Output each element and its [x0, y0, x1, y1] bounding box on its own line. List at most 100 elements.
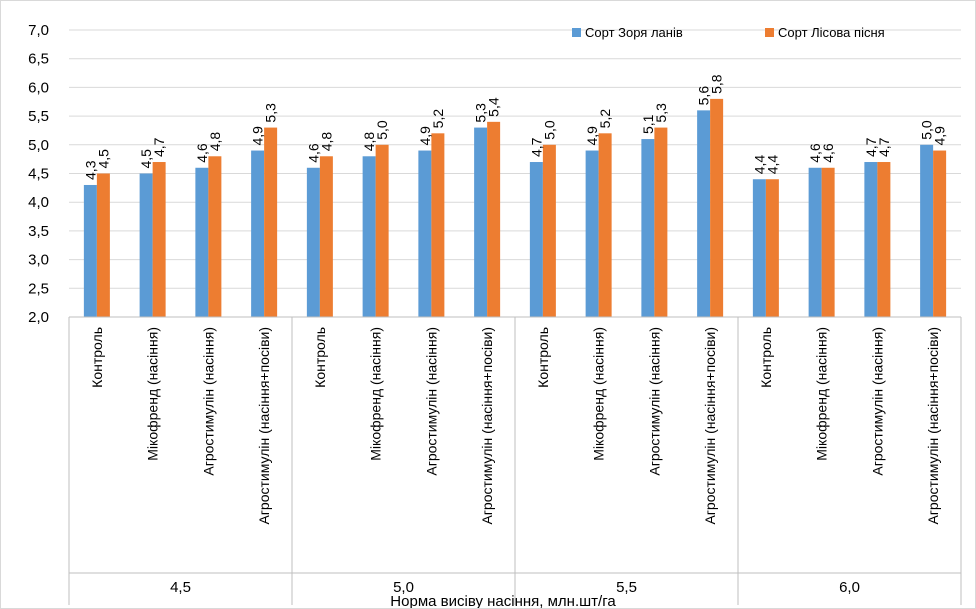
- data-label: 4,7: [876, 137, 892, 157]
- bar: [195, 167, 209, 317]
- bar: [319, 156, 333, 317]
- legend: Сорт Зоря ланів Сорт Лісова пісня: [572, 25, 885, 40]
- x-category-label: Агростимулін (насіння+посіви): [479, 327, 495, 525]
- x-category-label: Мікофренд (насіння): [145, 327, 161, 461]
- data-label: 4,6: [305, 143, 321, 163]
- x-category-label: Мікофренд (насіння): [591, 327, 607, 461]
- x-category-label: Мікофренд (насіння): [368, 327, 384, 461]
- bar: [864, 162, 878, 317]
- bar: [765, 179, 779, 317]
- bar: [431, 133, 445, 317]
- x-category-label: Контроль: [535, 327, 551, 388]
- y-tick-label: 5,5: [28, 108, 49, 125]
- x-category-label: Агростимулін (насіння): [200, 327, 216, 476]
- data-label: 4,8: [207, 132, 223, 152]
- data-label: 5,4: [486, 97, 502, 117]
- y-tick-label: 2,0: [28, 309, 49, 326]
- data-label: 4,5: [138, 149, 154, 169]
- bar: [474, 127, 488, 317]
- y-tick-label: 4,5: [28, 166, 49, 183]
- data-label: 4,9: [932, 126, 948, 146]
- x-category-label: Агростимулін (насіння+посіви): [256, 327, 272, 525]
- data-label: 4,9: [417, 126, 433, 146]
- data-label: 4,6: [194, 143, 210, 163]
- data-label: 5,3: [473, 103, 489, 123]
- data-label: 4,9: [250, 126, 266, 146]
- data-label: 5,6: [696, 86, 712, 106]
- data-label: 5,2: [430, 109, 446, 129]
- bar: [139, 173, 153, 317]
- bar: [418, 150, 432, 317]
- bar: [598, 133, 612, 317]
- x-group-label: 5,5: [616, 579, 637, 596]
- bar: [487, 121, 501, 317]
- bar: [697, 110, 711, 317]
- x-axis: Контроль Мікофренд (насіння) Агростимулін …: [68, 316, 962, 605]
- data-label: 5,1: [640, 114, 656, 134]
- bar: [585, 150, 599, 317]
- bar: [933, 150, 947, 317]
- data-label: 4,8: [318, 132, 334, 152]
- x-category-label: Контроль: [89, 327, 105, 388]
- x-category-label: Агростимулін (насіння): [423, 327, 439, 476]
- x-category-label: Контроль: [758, 327, 774, 388]
- y-tick-label: 3,0: [28, 252, 49, 269]
- data-label: 5,0: [374, 120, 390, 140]
- data-label: 4,8: [361, 132, 377, 152]
- x-group-label: 4,5: [170, 579, 191, 596]
- data-label: 4,9: [584, 126, 600, 146]
- x-category-label: Мікофренд (насіння): [814, 327, 830, 461]
- bar: [641, 139, 655, 317]
- x-category-label: Агростимулін (насіння): [869, 327, 885, 476]
- data-label: 5,2: [597, 109, 613, 129]
- y-tick-label: 3,5: [28, 223, 49, 240]
- bar: [821, 167, 835, 317]
- data-label: 4,7: [528, 137, 544, 157]
- bar: [752, 179, 766, 317]
- bar: [375, 144, 389, 317]
- x-axis-title: Норма висіву насіння, млн.шт/га: [390, 593, 616, 608]
- data-label: 4,7: [863, 137, 879, 157]
- bar: [920, 144, 934, 317]
- y-tick-label: 6,5: [28, 51, 49, 68]
- bar: [877, 162, 891, 317]
- x-category-label: Агростимулін (насіння+посіви): [925, 327, 941, 525]
- bar: [306, 167, 320, 317]
- data-label: 5,3: [263, 103, 279, 123]
- bars: [83, 98, 947, 317]
- data-label: 4,4: [751, 155, 767, 175]
- bar: [264, 127, 278, 317]
- data-label: 4,6: [807, 143, 823, 163]
- bar: [529, 162, 543, 317]
- bar: [542, 144, 556, 317]
- bar: [654, 127, 668, 317]
- y-tick-label: 2,5: [28, 280, 49, 297]
- legend-label: Сорт Зоря ланів: [585, 25, 683, 40]
- data-label: 4,6: [820, 143, 836, 163]
- bar: [208, 156, 222, 317]
- bar: [808, 167, 822, 317]
- bar: [152, 162, 166, 317]
- y-tick-label: 7,0: [28, 22, 49, 39]
- data-label: 5,0: [541, 120, 557, 140]
- x-category-label: Контроль: [312, 327, 328, 388]
- y-tick-label: 6,0: [28, 79, 49, 96]
- data-label: 4,7: [151, 137, 167, 157]
- data-label: 5,8: [709, 74, 725, 94]
- x-group-label: 6,0: [839, 579, 860, 596]
- x-category-label: Агростимулін (насіння+посіви): [702, 327, 718, 525]
- y-axis: 2,0 2,5 3,0 3,5 4,0 4,5 5,0 5,5 6,0 6,5 7,0: [28, 22, 49, 326]
- bar: [362, 156, 376, 317]
- data-labels: 4,34,5 4,64,94,64,8 4,95,34,74,95,15,64,44…: [82, 74, 947, 180]
- x-group-label: 5,0: [393, 579, 414, 596]
- y-tick-label: 4,0: [28, 194, 49, 211]
- data-label: 4,4: [764, 155, 780, 175]
- legend-label: Сорт Лісова пісня: [778, 25, 885, 40]
- bar: [251, 150, 265, 317]
- bar: [83, 184, 97, 317]
- x-category-label: Агростимулін (насіння): [646, 327, 662, 476]
- legend-swatch: [765, 28, 774, 37]
- data-label: 5,0: [919, 120, 935, 140]
